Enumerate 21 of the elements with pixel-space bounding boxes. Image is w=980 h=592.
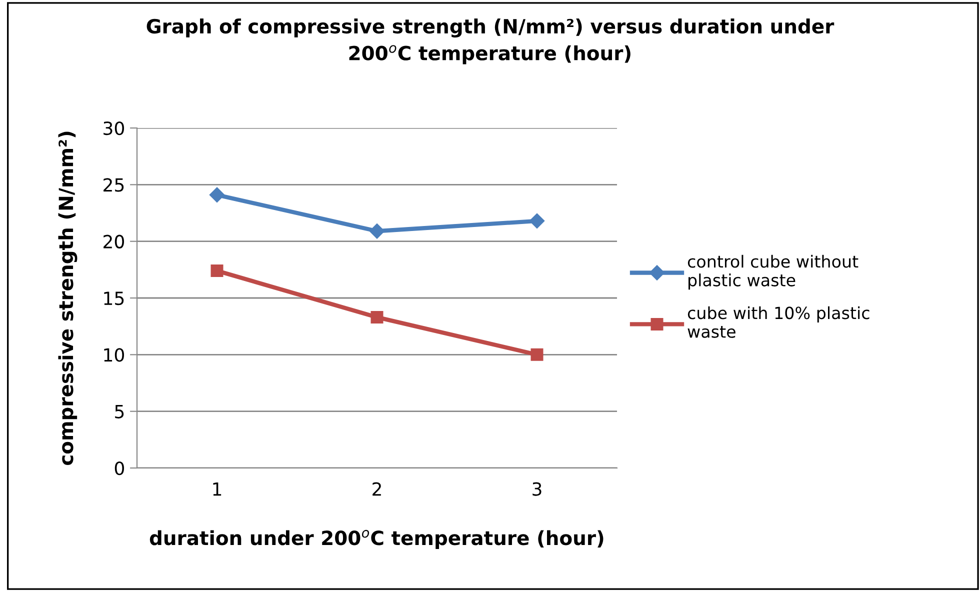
x-tick-label: 1	[213, 482, 222, 496]
y-tick-label: 20	[104, 234, 124, 248]
y-tick-label: 5	[115, 405, 124, 418]
legend-label: control cube without plastic waste	[688, 254, 858, 290]
chart-title: Graph of compressive strength (N/mm²) versus duration under 200$^{o}$C temperature (hour)	[146, 18, 834, 64]
y-axis-title: compressive strength (N/mm²)	[58, 132, 78, 466]
y-tick-label: 15	[104, 292, 124, 306]
point	[529, 213, 545, 229]
y-tick-label: 25	[104, 178, 124, 192]
y-tick-label: 0	[114, 461, 124, 476]
x-tick-label: 3	[532, 482, 542, 496]
point	[370, 311, 384, 324]
point	[209, 187, 225, 202]
y-tick-label: 30	[104, 121, 124, 136]
y-tick-label: 10	[104, 348, 124, 362]
point	[530, 348, 544, 361]
x-tick-label: 2	[372, 482, 381, 496]
point	[369, 224, 385, 239]
point	[210, 264, 224, 278]
x-axis-title: duration under 200$^{o}$C temperature (hour)	[150, 530, 604, 550]
legend-label: cube with 10% plastic waste	[688, 306, 870, 338]
